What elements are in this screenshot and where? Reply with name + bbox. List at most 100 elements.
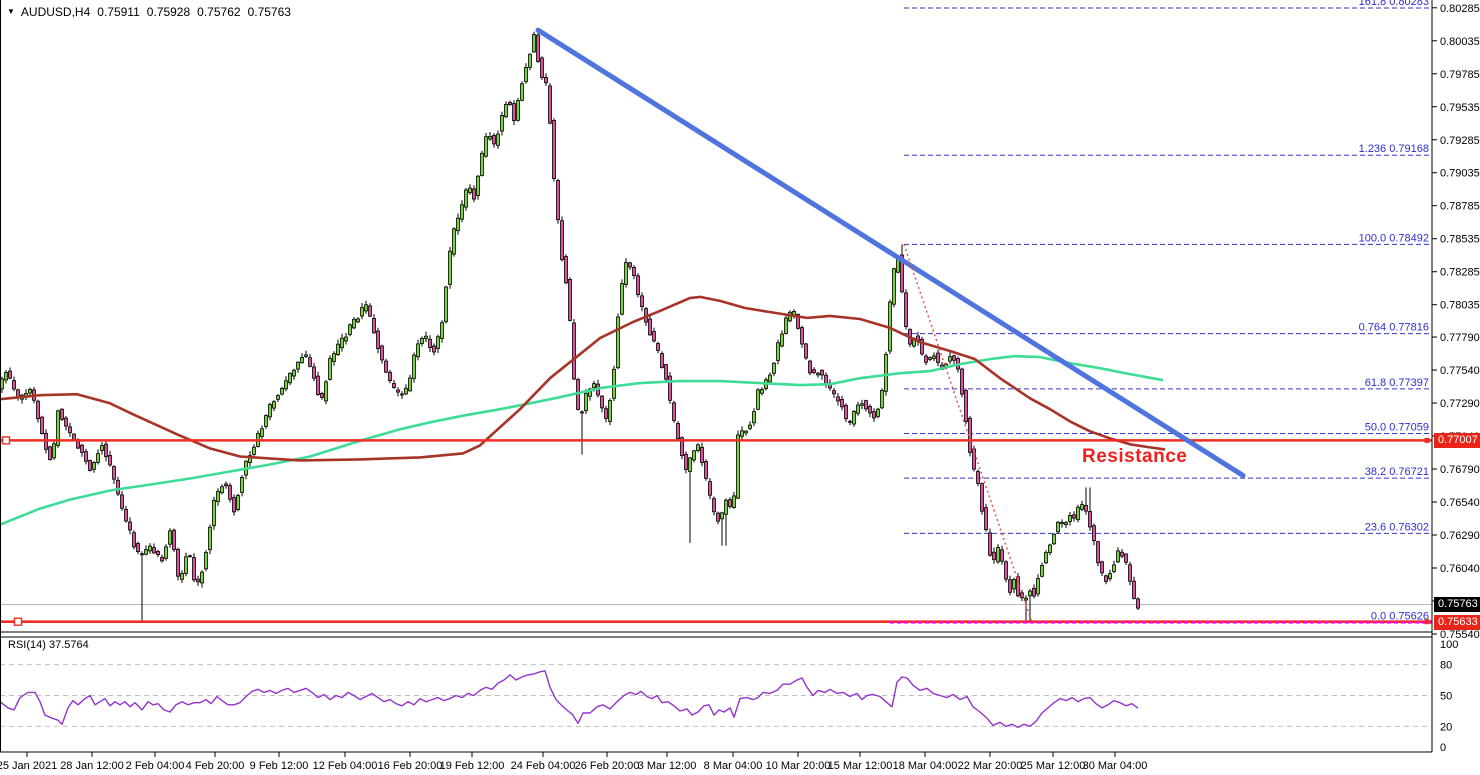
line-handle[interactable] bbox=[13, 617, 23, 626]
candle-body bbox=[796, 313, 800, 329]
candle-body bbox=[756, 389, 760, 410]
candle-body bbox=[168, 530, 172, 545]
time-axis-label: 19 Feb 12:00 bbox=[440, 760, 505, 772]
candle-body bbox=[1072, 514, 1076, 519]
candle-body bbox=[312, 366, 316, 379]
symbol-period-label: AUDUSD,H4 bbox=[20, 5, 91, 19]
candle-body bbox=[452, 228, 456, 255]
candle-body bbox=[872, 411, 876, 419]
candle-body bbox=[928, 357, 932, 360]
line-end-handle[interactable] bbox=[1424, 619, 1430, 625]
candle-body bbox=[536, 34, 540, 62]
candle-body bbox=[232, 497, 236, 513]
candle-body bbox=[1008, 579, 1012, 593]
candle-body bbox=[184, 556, 188, 574]
rsi-scale-label: 80 bbox=[1440, 660, 1452, 672]
candle-body bbox=[724, 499, 728, 515]
candle-body bbox=[416, 343, 420, 358]
candle-body bbox=[856, 404, 860, 414]
candle-body bbox=[572, 322, 576, 380]
candle-body bbox=[348, 324, 352, 335]
candle-body bbox=[216, 490, 220, 502]
candle-body bbox=[1080, 504, 1084, 510]
price-axis-label: 0.78035 bbox=[1440, 300, 1480, 312]
candle-body bbox=[812, 369, 816, 373]
candle-body bbox=[264, 415, 268, 427]
line-end-handle[interactable] bbox=[1424, 437, 1430, 443]
candle-body bbox=[128, 521, 132, 531]
candle-body bbox=[552, 120, 556, 180]
candle-body bbox=[960, 368, 964, 395]
candle-body bbox=[600, 395, 604, 409]
candle-body bbox=[868, 405, 872, 414]
candle-body bbox=[188, 555, 192, 558]
candle-body bbox=[752, 411, 756, 424]
trendline[interactable] bbox=[535, 27, 1246, 478]
candle-body bbox=[472, 188, 476, 200]
price-axis-label: 0.80285 bbox=[1440, 3, 1480, 15]
candle-body bbox=[1116, 550, 1120, 563]
candle-body bbox=[656, 343, 660, 351]
candle-body bbox=[436, 336, 440, 349]
candle-body bbox=[388, 371, 392, 381]
candle-body bbox=[548, 85, 552, 124]
time-axis-label: 2 Feb 04:00 bbox=[126, 760, 185, 772]
candle-body bbox=[356, 318, 360, 323]
collapse-triangle-icon[interactable]: ▼ bbox=[7, 7, 15, 16]
candle-body bbox=[424, 335, 428, 339]
candle-body bbox=[428, 338, 432, 348]
candle-body bbox=[284, 380, 288, 390]
rsi-name: RSI(14) bbox=[8, 639, 46, 651]
candle-body bbox=[1084, 504, 1088, 512]
candle-body bbox=[500, 115, 504, 132]
candle-body bbox=[996, 547, 1000, 563]
candle-body bbox=[332, 353, 336, 362]
candle-body bbox=[292, 369, 296, 377]
candle-body bbox=[136, 543, 140, 553]
candle-body bbox=[376, 330, 380, 349]
candle-body bbox=[564, 256, 568, 284]
resistance-annotation[interactable]: Resistance bbox=[1082, 446, 1188, 467]
candle-body bbox=[560, 220, 564, 261]
candle-body bbox=[196, 578, 200, 583]
candle-body bbox=[236, 495, 240, 511]
time-axis-label: 10 Mar 20:00 bbox=[766, 760, 831, 772]
fib-level-label: 100.0 0.78492 bbox=[1359, 232, 1429, 244]
candle-body bbox=[432, 345, 436, 353]
candle-body bbox=[780, 333, 784, 347]
candle-body bbox=[620, 283, 624, 315]
price-axis-label: 0.78285 bbox=[1440, 267, 1480, 279]
candle-body bbox=[344, 336, 348, 342]
candle-body bbox=[164, 546, 168, 559]
candle-body bbox=[768, 374, 772, 383]
candle-body bbox=[412, 354, 416, 379]
symbol-header[interactable]: ▼ AUDUSD,H4 0.75911 0.75928 0.75762 0.75763 bbox=[7, 5, 291, 19]
candle-body bbox=[408, 377, 412, 392]
time-axis-label: 28 Jan 12:00 bbox=[60, 760, 124, 772]
candle-body bbox=[96, 453, 100, 463]
candle-body bbox=[948, 356, 952, 362]
candle-body bbox=[52, 443, 56, 459]
candle-body bbox=[900, 254, 904, 293]
ma-slow-line[interactable] bbox=[0, 295, 1166, 462]
candle-body bbox=[460, 204, 464, 220]
candle-body bbox=[984, 507, 988, 531]
fib-diagonal-line[interactable] bbox=[903, 244, 1033, 623]
candle-body bbox=[588, 388, 592, 397]
price-axis-label: 0.79285 bbox=[1440, 135, 1480, 147]
candle-body bbox=[976, 471, 980, 484]
price-axis-label: 0.78535 bbox=[1440, 234, 1480, 246]
candle-body bbox=[728, 499, 732, 507]
candle-body bbox=[808, 360, 812, 374]
candle-body bbox=[4, 371, 8, 381]
ma-fast-line[interactable] bbox=[0, 354, 1164, 526]
line-handle[interactable] bbox=[1, 436, 11, 445]
fib-level-label: 38.2 0.76721 bbox=[1365, 466, 1429, 478]
time-axis-label: 22 Mar 20:00 bbox=[958, 760, 1023, 772]
candle-body bbox=[920, 338, 924, 355]
candle-body bbox=[280, 387, 284, 395]
candle-body bbox=[212, 499, 216, 527]
candle-body bbox=[1024, 597, 1028, 601]
